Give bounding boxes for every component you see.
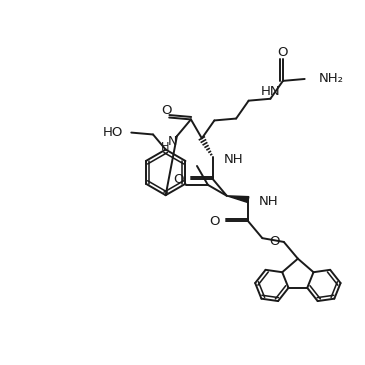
Text: N: N xyxy=(168,135,178,147)
Polygon shape xyxy=(227,196,249,203)
Text: O: O xyxy=(278,46,288,59)
Text: NH: NH xyxy=(224,153,243,166)
Text: O: O xyxy=(161,104,172,117)
Text: O: O xyxy=(173,173,184,185)
Text: O: O xyxy=(269,235,280,247)
Text: HN: HN xyxy=(261,85,280,98)
Text: O: O xyxy=(209,215,219,228)
Text: NH: NH xyxy=(259,195,279,208)
Text: HO: HO xyxy=(103,126,123,139)
Text: NH₂: NH₂ xyxy=(319,73,343,85)
Text: H: H xyxy=(161,142,169,152)
